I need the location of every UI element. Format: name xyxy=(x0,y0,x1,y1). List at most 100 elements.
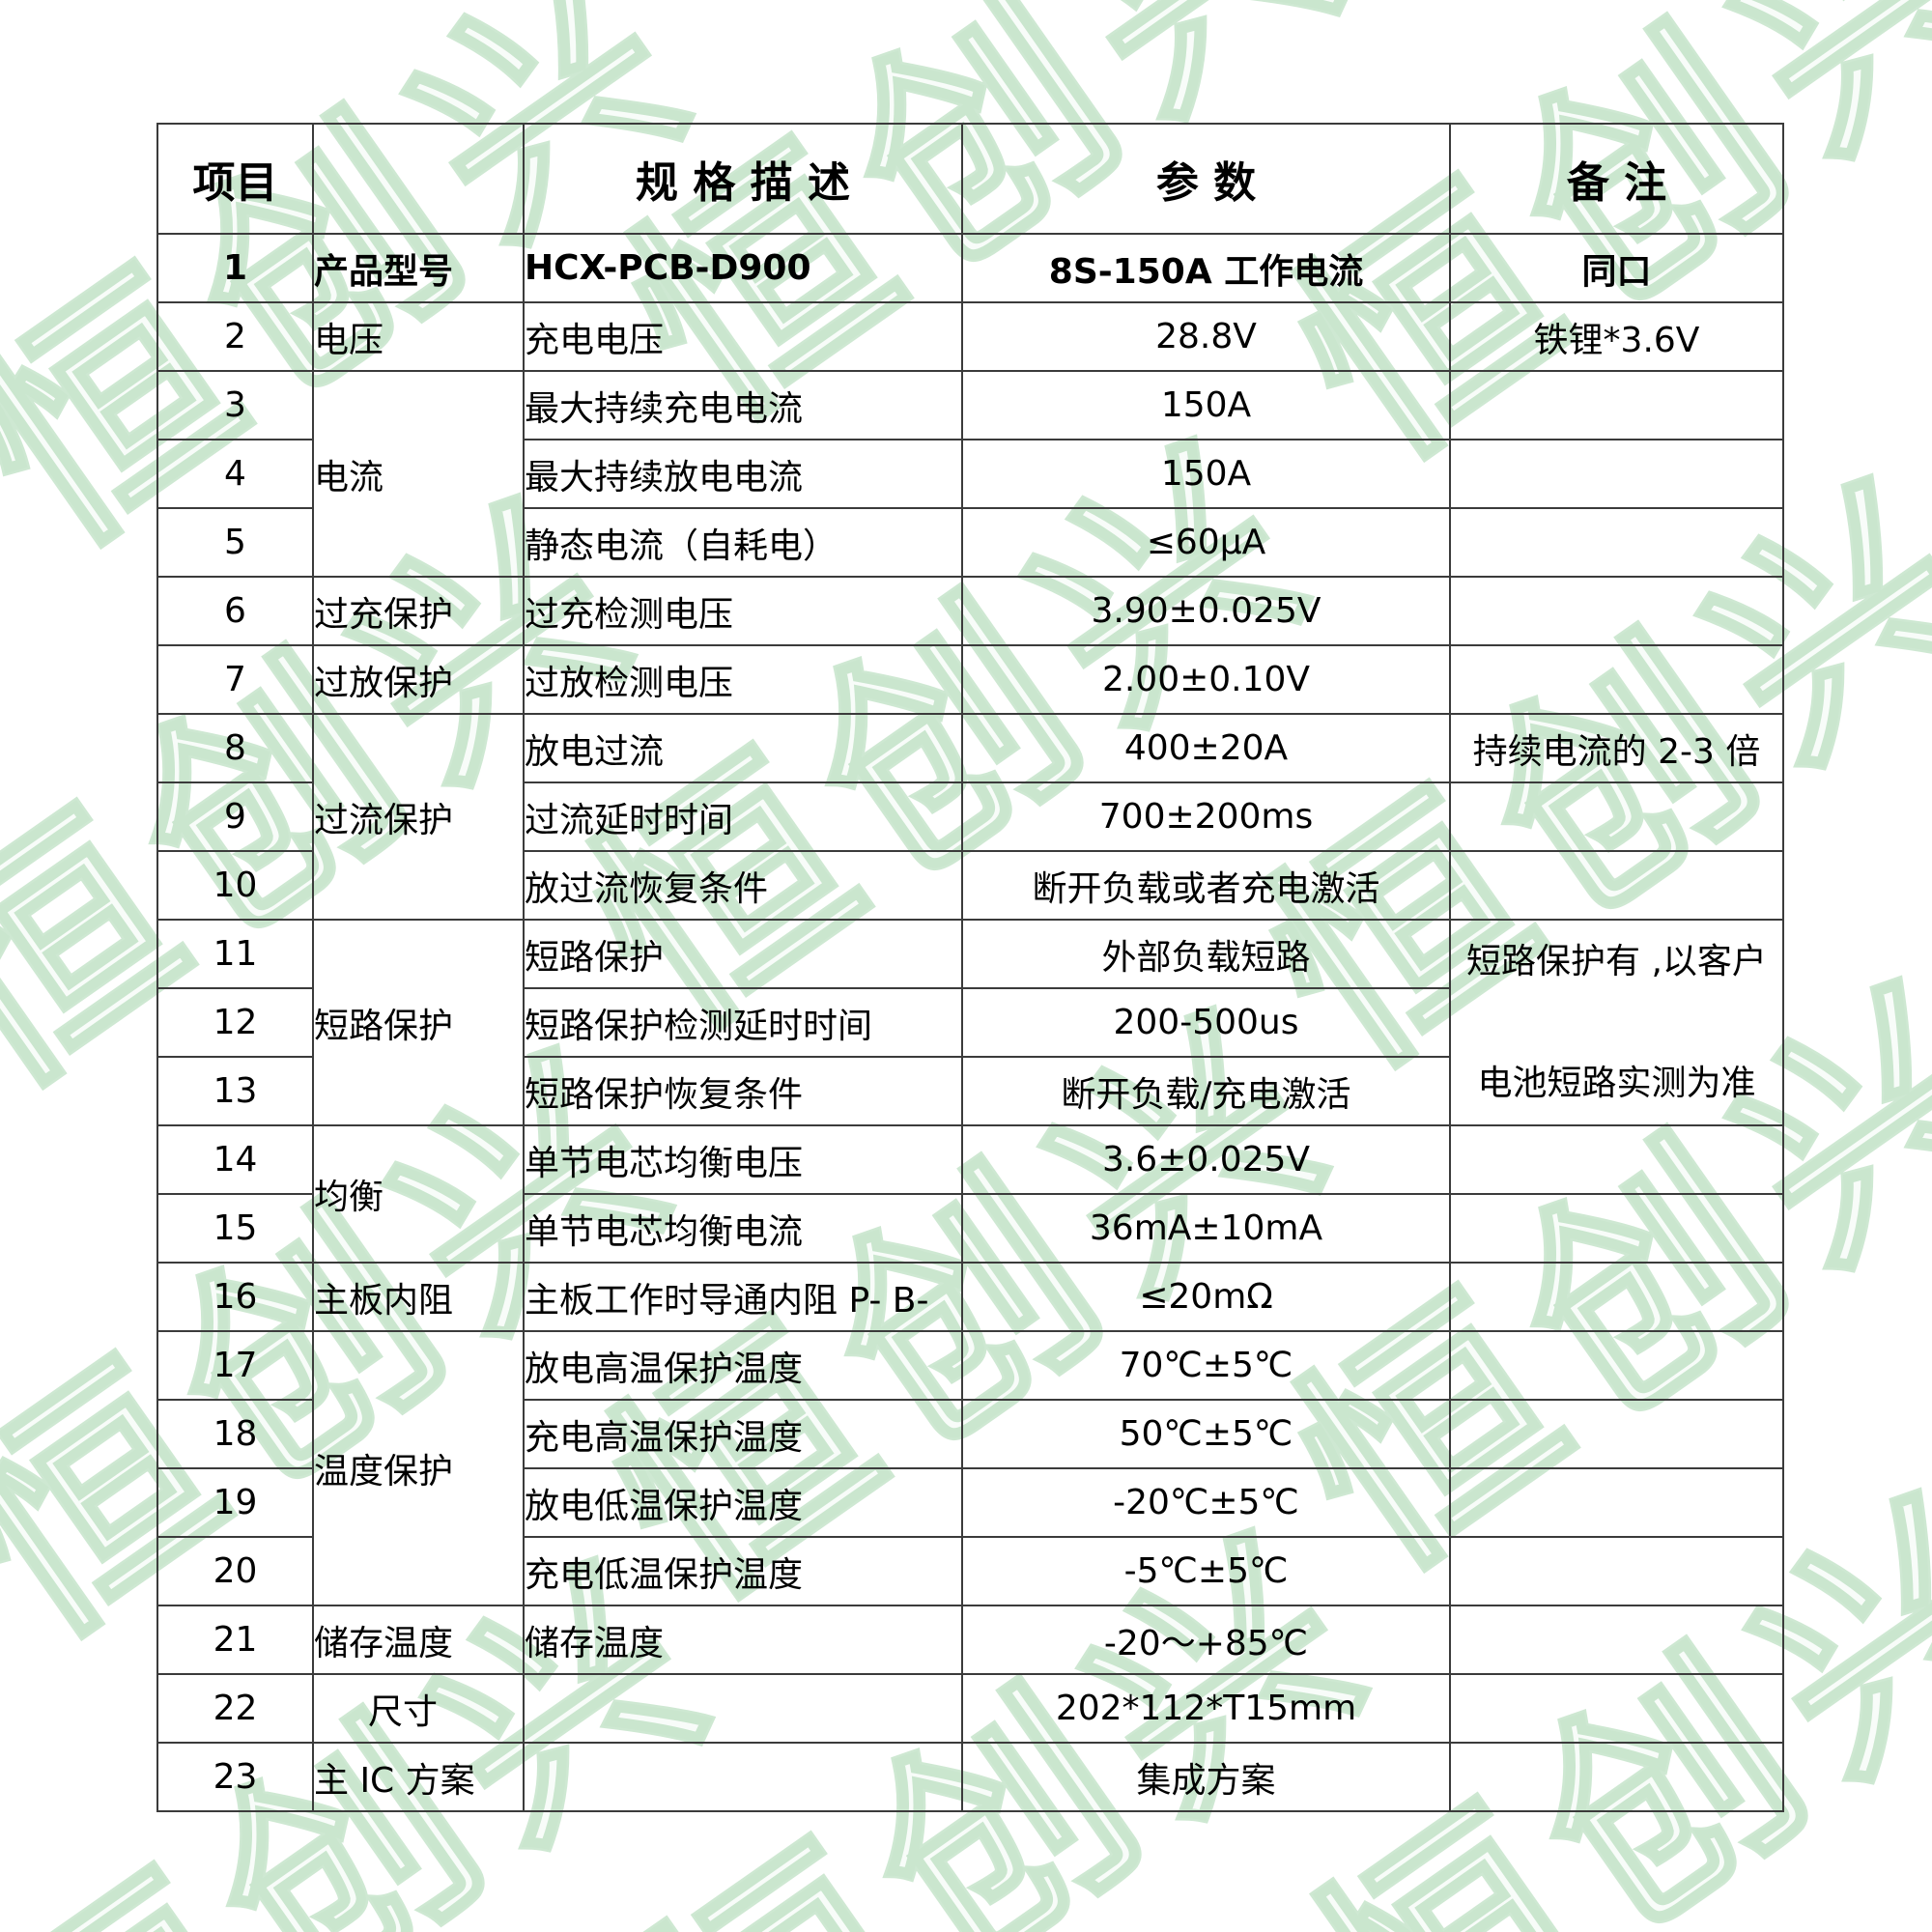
category-cell: 主 IC 方案 xyxy=(312,1742,525,1812)
header-remark: 备 注 xyxy=(1449,123,1784,235)
item-number-cell: 19 xyxy=(156,1467,314,1538)
header-spec: 规 格 描 述 xyxy=(523,123,963,235)
remark-cell xyxy=(1449,1330,1784,1401)
table-row: 15 单节电芯均衡电流 36mA±10mA xyxy=(156,1193,1784,1264)
item-number-cell: 16 xyxy=(156,1262,314,1332)
remark-cell: 短路保护有 ,以客户 电池短路实测为准 xyxy=(1449,919,1784,1126)
param-cell: 50℃±5℃ xyxy=(961,1399,1451,1469)
table-row: 4 最大持续放电电流 150A xyxy=(156,439,1784,509)
item-number-cell: 2 xyxy=(156,301,314,372)
table-row: 23 主 IC 方案 集成方案 xyxy=(156,1742,1784,1812)
remark-cell xyxy=(1449,644,1784,715)
table-row: 8 过流保护 放电过流 400±20A 持续电流的 2-3 倍 xyxy=(156,713,1784,921)
spec-cell: 静态电流（自耗电） xyxy=(523,507,963,578)
item-number-cell: 18 xyxy=(156,1399,314,1469)
param-cell: 28.8V xyxy=(961,301,1451,372)
remark-cell xyxy=(1449,1399,1784,1469)
category-cell: 尺寸 xyxy=(312,1673,525,1744)
table-row: 14 均衡 单节电芯均衡电压 3.6±0.025V xyxy=(156,1124,1784,1264)
item-number-cell: 6 xyxy=(156,576,314,646)
item-number-cell: 10 xyxy=(156,850,314,921)
spec-table: 项目 规 格 描 述 参 数 备 注 1 产品型号 HCX-PCB-D900 8S-1… xyxy=(156,123,1784,1812)
category-cell: 电流 xyxy=(312,370,525,578)
remark-cell xyxy=(1449,1467,1784,1538)
spec-cell: 储存温度 xyxy=(523,1605,963,1675)
item-number-cell: 4 xyxy=(156,439,314,509)
spec-cell: 充电电压 xyxy=(523,301,963,372)
param-cell: 3.90±0.025V xyxy=(961,576,1451,646)
category-cell: 过流保护 xyxy=(312,713,525,921)
category-cell: 储存温度 xyxy=(312,1605,525,1675)
spec-cell: 过放检测电压 xyxy=(523,644,963,715)
item-number-cell: 17 xyxy=(156,1330,314,1401)
spec-table-header: 项目 规 格 描 述 参 数 备 注 xyxy=(156,123,1784,235)
spec-table-body: 1 产品型号 HCX-PCB-D900 8S-150A 工作电流 同口 2 电压 充电电压 28… xyxy=(156,233,1784,1812)
spec-cell xyxy=(523,1673,963,1744)
param-cell: 202*112*T15mm xyxy=(961,1673,1451,1744)
category-cell: 过放保护 xyxy=(312,644,525,715)
param-cell: -20℃±5℃ xyxy=(961,1467,1451,1538)
spec-cell: 充电低温保护温度 xyxy=(523,1536,963,1606)
remark-cell xyxy=(1449,1124,1784,1195)
param-cell: 200-500us xyxy=(961,987,1451,1058)
remark-cell xyxy=(1449,1262,1784,1332)
param-cell: 8S-150A 工作电流 xyxy=(961,233,1451,303)
table-row: 17 温度保护 放电高温保护温度 70℃±5℃ xyxy=(156,1330,1784,1606)
spec-cell: HCX-PCB-D900 xyxy=(523,233,963,303)
table-row: 10 放过流恢复条件 断开负载或者充电激活 xyxy=(156,850,1784,921)
table-row: 19 放电低温保护温度 -20℃±5℃ xyxy=(156,1467,1784,1538)
table-row: 12 短路保护检测延时时间 200-500us xyxy=(156,987,1783,1058)
table-row: 5 静态电流（自耗电） ≤60μA xyxy=(156,507,1784,578)
param-cell: 150A xyxy=(961,370,1451,440)
spec-cell: 最大持续放电电流 xyxy=(523,439,963,509)
param-cell: 2.00±0.10V xyxy=(961,644,1451,715)
item-number-cell: 23 xyxy=(156,1742,314,1812)
item-number-cell: 15 xyxy=(156,1193,314,1264)
remark-cell xyxy=(1449,781,1784,852)
item-number-cell: 22 xyxy=(156,1673,314,1744)
remark-line: 短路保护有 ,以客户 xyxy=(1466,941,1767,981)
table-row: 3 电流 最大持续充电电流 150A xyxy=(156,370,1784,578)
param-cell: 400±20A xyxy=(961,713,1451,783)
header-item: 项目 xyxy=(156,123,314,235)
spec-cell xyxy=(523,1742,963,1812)
category-cell: 温度保护 xyxy=(312,1330,525,1606)
spec-cell: 短路保护检测延时时间 xyxy=(523,987,963,1058)
category-cell: 产品型号 xyxy=(312,233,525,303)
param-cell: 断开负载或者充电激活 xyxy=(961,850,1451,921)
spec-cell: 充电高温保护温度 xyxy=(523,1399,963,1469)
table-row: 2 电压 充电电压 28.8V 铁锂*3.6V xyxy=(156,301,1784,372)
table-row: 6 过充保护 过充检测电压 3.90±0.025V xyxy=(156,576,1784,646)
header-row: 项目 规 格 描 述 参 数 备 注 xyxy=(156,123,1784,235)
param-cell: -5℃±5℃ xyxy=(961,1536,1451,1606)
table-row: 11 短路保护 短路保护 外部负载短路 短路保护有 ,以客户 电池短路实测为准 xyxy=(156,919,1784,1126)
param-cell: 外部负载短路 xyxy=(961,919,1451,989)
table-row: 22 尺寸 202*112*T15mm xyxy=(156,1673,1784,1744)
param-cell: 集成方案 xyxy=(961,1742,1451,1812)
remark-cell: 持续电流的 2-3 倍 xyxy=(1449,713,1784,783)
category-cell: 电压 xyxy=(312,301,525,372)
param-cell: ≤20mΩ xyxy=(961,1262,1451,1332)
remark-cell xyxy=(1449,576,1784,646)
spec-cell: 放过流恢复条件 xyxy=(523,850,963,921)
header-category xyxy=(312,123,525,235)
table-row: 18 充电高温保护温度 50℃±5℃ xyxy=(156,1399,1784,1469)
remark-cell: 同口 xyxy=(1449,233,1784,303)
spec-cell: 短路保护 xyxy=(523,919,963,989)
item-number-cell: 12 xyxy=(156,987,314,1058)
item-number-cell: 14 xyxy=(156,1124,314,1195)
spec-cell: 主板工作时导通内阻 P- B- xyxy=(523,1262,963,1332)
param-cell: 断开负载/充电激活 xyxy=(961,1056,1451,1126)
remark-cell xyxy=(1449,1742,1784,1812)
spec-cell: 最大持续充电电流 xyxy=(523,370,963,440)
table-row: 20 充电低温保护温度 -5℃±5℃ xyxy=(156,1536,1784,1606)
category-cell: 短路保护 xyxy=(312,919,525,1126)
spec-cell: 过充检测电压 xyxy=(523,576,963,646)
remark-cell xyxy=(1449,507,1784,578)
spec-cell: 单节电芯均衡电流 xyxy=(523,1193,963,1264)
param-cell: 150A xyxy=(961,439,1451,509)
item-number-cell: 21 xyxy=(156,1605,314,1675)
param-cell: -20～+85℃ xyxy=(961,1605,1451,1675)
remark-cell xyxy=(1449,439,1784,509)
param-cell: 700±200ms xyxy=(961,781,1451,852)
